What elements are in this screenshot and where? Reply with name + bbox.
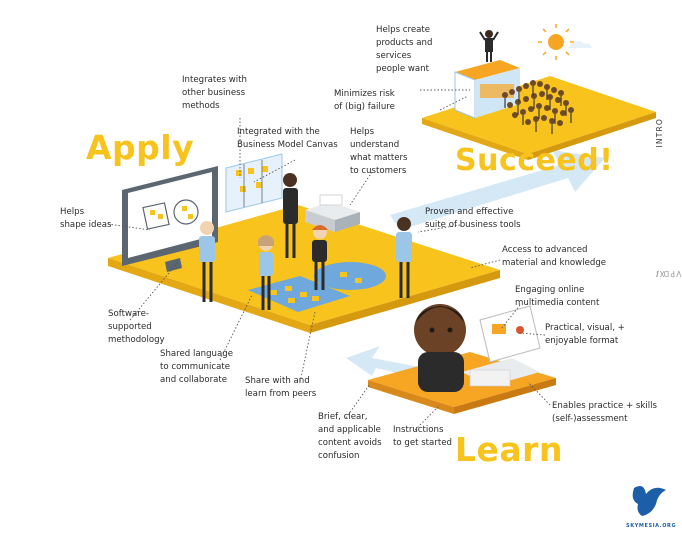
crowd-bodies xyxy=(504,86,572,134)
person-woman xyxy=(258,235,274,310)
person-redhead xyxy=(312,225,328,290)
canvas-table xyxy=(248,262,386,312)
cloud-icon xyxy=(568,41,592,48)
sun-icon xyxy=(538,24,574,60)
callout-minimizes-risk: Minimizes risk of (big) failure xyxy=(334,89,395,112)
large-screen xyxy=(122,166,218,272)
arrow-apply-to-succeed xyxy=(390,150,605,230)
person-tall-dark xyxy=(283,173,298,258)
heading-apply: Apply xyxy=(86,128,195,167)
callout-practice-skills: Enables practice + skills (self-)assessm… xyxy=(552,401,657,424)
printer xyxy=(305,194,360,232)
person-learner xyxy=(414,304,466,392)
person-presenter xyxy=(199,221,215,302)
leader-lines xyxy=(107,89,551,431)
callout-advanced-material: Access to advanced material and knowledg… xyxy=(502,245,607,268)
callout-shape-ideas: Helps shape ideas xyxy=(60,207,112,230)
callout-practical: Practical, visual, + enjoyable format xyxy=(545,323,625,346)
callout-multimedia: Engaging online multimedia content xyxy=(515,285,600,308)
side-caption-intro: INTRO xyxy=(655,118,664,148)
callout-shared-language: Shared language to communicate and colla… xyxy=(160,349,233,385)
side-caption-page: XI xyxy=(655,269,665,278)
callout-integrated-bmc: Integrated with the Business Model Canva… xyxy=(237,127,338,150)
canvas-board xyxy=(225,153,283,213)
callout-helps-create: Helps create products and services peopl… xyxy=(376,25,433,74)
heading-succeed: Succeed! xyxy=(455,143,614,178)
side-caption: STRATEGYZER.COM / VPD / INTRO / XI xyxy=(655,118,682,278)
callout-instructions: Instructions to get started xyxy=(393,425,452,448)
person-right xyxy=(396,217,412,298)
heading-learn: Learn xyxy=(455,430,563,469)
callout-brief-content: Brief, clear, and applicable content avo… xyxy=(318,412,382,461)
laptop xyxy=(462,305,541,387)
callout-helps-understand: Helps understand what matters to custome… xyxy=(350,127,408,176)
callout-integrates-methods: Integrates with other business methods xyxy=(182,75,247,111)
callout-software: Software- supported methodology xyxy=(108,309,165,345)
callout-proven-tools: Proven and effective suite of business t… xyxy=(425,207,521,230)
watermark-text: SKYMESIA.ORG xyxy=(626,523,677,529)
crowd xyxy=(502,80,574,126)
callout-share-peers: Share with and learn from peers xyxy=(245,376,317,399)
person-on-roof xyxy=(479,30,499,62)
skymesia-logo-icon xyxy=(632,486,666,516)
